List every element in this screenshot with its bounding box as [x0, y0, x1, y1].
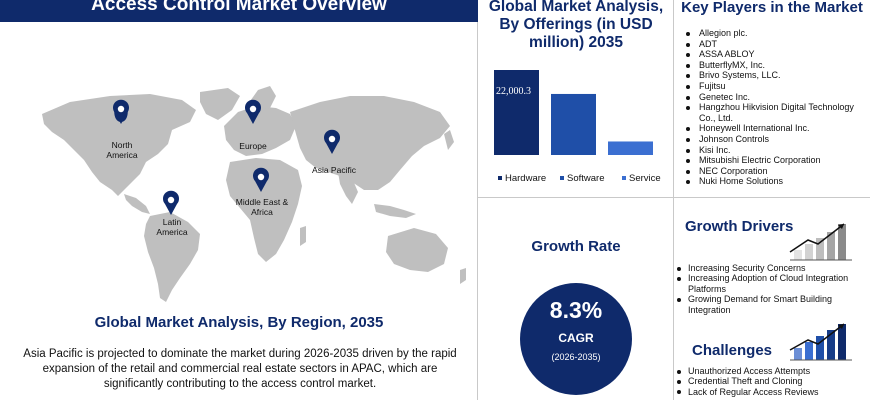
region-description: Asia Pacific is projected to dominate th…: [23, 348, 457, 390]
europe-shape: [224, 106, 296, 156]
list-item: Johnson Controls: [685, 134, 865, 145]
list-item: Nuki Home Solutions: [685, 176, 865, 187]
asia-shape: [290, 96, 450, 190]
growth-drivers-title: Growth Drivers: [685, 218, 794, 235]
cagr-value: 8.3%: [549, 297, 603, 323]
challenges-list: Unauthorized Access Attempts Credential …: [674, 366, 864, 397]
latin-america-pin-icon: [163, 190, 179, 215]
chart-title: Global Market Analysis, By Offerings (in…: [488, 0, 664, 51]
growth-drivers-list: Increasing Security Concerns Increasing …: [674, 263, 864, 315]
bar-service: [608, 141, 653, 155]
indonesia-shape: [374, 204, 416, 218]
growth-chart-icon: [789, 223, 852, 261]
overview-title: Access Control Market Overview: [91, 0, 387, 15]
bar-software: [551, 93, 596, 155]
bar-data-label: 22,000.3: [496, 86, 531, 97]
list-item: Lack of Regular Access Reviews: [674, 387, 864, 397]
legend-label-hardware: Hardware: [505, 173, 546, 184]
list-item: Hangzhou Hikvision Digital Technology Co…: [685, 102, 865, 123]
offerings-chart-panel: Global Market Analysis, By Offerings (in…: [478, 0, 674, 198]
key-players-title: Key Players in the Market: [681, 0, 863, 16]
world-map: [42, 86, 466, 302]
madagascar-shape: [300, 226, 306, 246]
list-item: Increasing Adoption of Cloud Integration…: [674, 273, 864, 294]
bar-hardware: [494, 70, 539, 155]
key-players-list: Allegion plc. ADT ASSA ABLOY ButterflyMX…: [685, 28, 865, 187]
list-item: Allegion plc.: [685, 28, 865, 39]
growth-rate-title: Growth Rate: [531, 238, 621, 255]
growth-rate-panel: Growth Rate 8.3% CAGR (2026-2035): [478, 198, 674, 400]
drivers-challenges-panel: Growth Drivers Increasing Security Conce…: [674, 198, 870, 400]
legend-swatch-service: [622, 176, 626, 180]
list-item: Growing Demand for Smart Building Integr…: [674, 294, 864, 315]
list-item: ASSA ABLOY: [685, 49, 865, 60]
greenland-shape: [200, 88, 240, 120]
list-item: Increasing Security Concerns: [674, 263, 864, 273]
list-item: Genetec Inc.: [685, 92, 865, 103]
africa-shape: [226, 158, 302, 262]
list-item: Mitsubishi Electric Corporation: [685, 155, 865, 166]
north-america-shape: [42, 94, 196, 196]
list-item: Unauthorized Access Attempts: [674, 366, 864, 376]
list-item: ADT: [685, 39, 865, 50]
list-item: Credential Theft and Cloning: [674, 376, 864, 386]
cagr-label: CAGR: [558, 331, 594, 345]
region-label-asia-pacific: Asia Pacific: [312, 165, 356, 175]
list-item: ButterflyMX, Inc.: [685, 60, 865, 71]
list-item: Brivo Systems, LLC.: [685, 70, 865, 81]
australia-shape: [386, 228, 448, 272]
legend-swatch-software: [560, 176, 564, 180]
region-panel: Access Control Market Overview: [0, 0, 478, 400]
region-label-middle-east-africa: Middle East & Africa: [235, 197, 289, 217]
list-item: Kisi Inc.: [685, 145, 865, 156]
challenges-title: Challenges: [692, 342, 773, 359]
middle-east-africa-pin-icon: [253, 167, 269, 192]
list-item: NEC Corporation: [685, 166, 865, 177]
north-america-pin-icon: [113, 99, 129, 124]
legend-label-software: Software: [567, 173, 605, 184]
challenges-chart-icon: [789, 323, 852, 361]
list-item: Honeywell International Inc.: [685, 123, 865, 134]
region-heading: Global Market Analysis, By Region, 2035: [94, 314, 384, 331]
cagr-circle: 8.3% CAGR (2026-2035): [520, 283, 632, 395]
region-label-latin-america: Latin America: [156, 217, 188, 237]
central-america-shape: [124, 194, 150, 214]
key-players-panel: Key Players in the Market Allegion plc. …: [674, 0, 870, 198]
europe-pin-icon: [245, 99, 261, 124]
list-item: Fujitsu: [685, 81, 865, 92]
nz-shape: [460, 268, 466, 284]
legend-label-service: Service: [629, 173, 661, 184]
offerings-bar-chart: 22,000.3 Hardware Software Service: [494, 70, 661, 184]
south-america-shape: [144, 212, 200, 302]
region-label-europe: Europe: [239, 141, 267, 151]
region-label-north-america: North America: [106, 140, 138, 160]
india-shape: [338, 172, 358, 204]
asia-pacific-pin-icon: [324, 129, 340, 154]
legend-swatch-hardware: [498, 176, 502, 180]
japan-shape: [444, 130, 454, 150]
cagr-period: (2026-2035): [551, 352, 601, 362]
title-banner: Access Control Market Overview: [0, 0, 478, 22]
